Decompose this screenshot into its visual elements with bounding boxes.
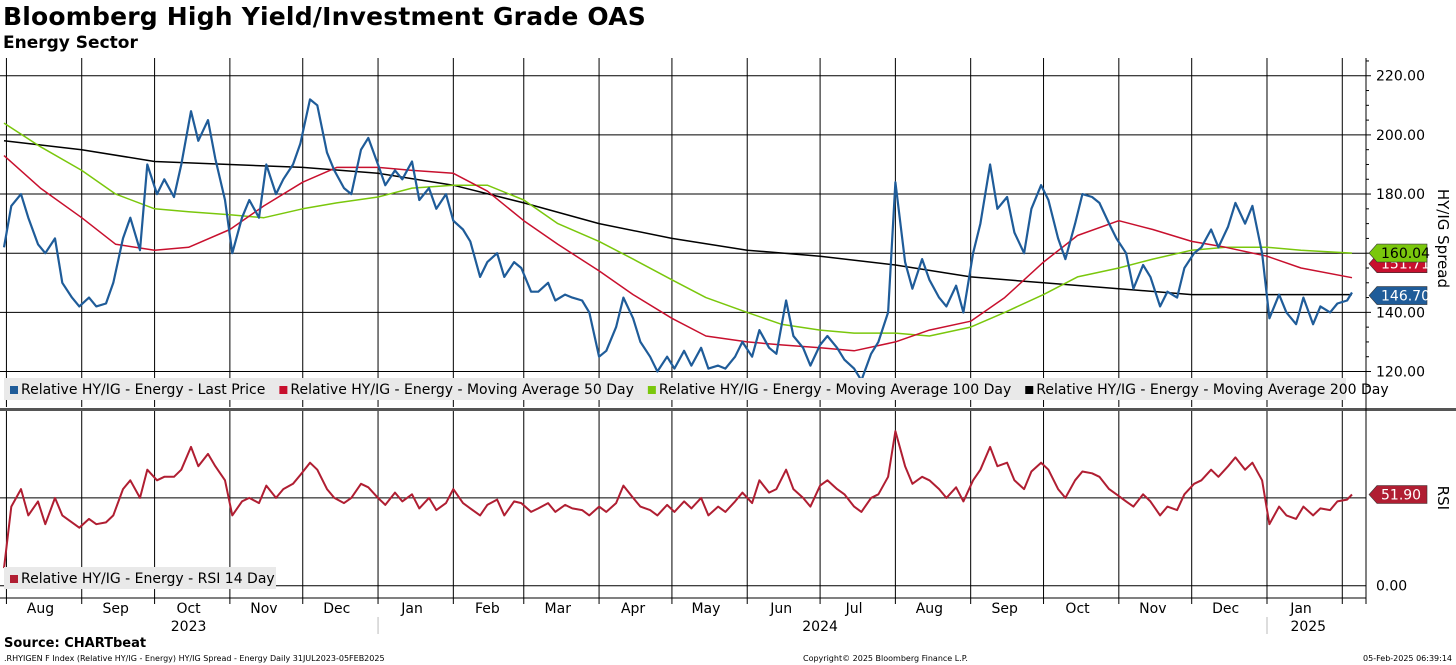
source-label: Source: CHARTbeat: [4, 636, 147, 651]
x-month-label: May: [691, 601, 720, 617]
value-tag-rsi: 51.90: [1368, 485, 1428, 504]
y-tick-label: 200.00: [1376, 128, 1425, 144]
legend-label: Relative HY/IG - Energy - Moving Average…: [659, 382, 1011, 398]
x-month-label: Nov: [250, 601, 277, 617]
x-month-label: Jan: [1289, 601, 1312, 617]
x-month-label: Sep: [103, 601, 130, 617]
x-month-label: Oct: [1065, 601, 1090, 617]
panel-separator: [0, 408, 1456, 411]
series-line-ma100: [3, 122, 1353, 337]
legend-label: Relative HY/IG - Energy - Moving Average…: [290, 382, 633, 398]
series-line-last-price: [2, 98, 1353, 382]
chart-title: Bloomberg High Yield/Investment Grade OA…: [3, 2, 646, 31]
x-year-label: 2025: [1290, 619, 1326, 635]
chart-subtitle: Energy Sector: [3, 33, 138, 53]
x-month-label: Jun: [769, 601, 792, 617]
legend-background: [4, 378, 1346, 400]
value-tag-ma100: 160.04: [1368, 243, 1430, 263]
x-month-label: Apr: [621, 601, 645, 617]
y-axis-title-lower: RSI: [1434, 486, 1452, 510]
copyright-footnote: Copyright© 2025 Bloomberg Finance L.P.: [803, 654, 968, 663]
y-tick-label: 140.00: [1376, 305, 1425, 321]
series-line-rsi: [3, 430, 1353, 569]
legend-label: Relative HY/IG - Energy - RSI 14 Day: [21, 571, 275, 587]
x-month-label: Jul: [845, 601, 863, 617]
x-month-label: Dec: [1212, 601, 1239, 617]
x-month-label: Nov: [1139, 601, 1166, 617]
legend-swatch: [1025, 386, 1034, 394]
x-month-label: Aug: [916, 601, 943, 617]
x-month-label: Sep: [991, 601, 1018, 617]
legend-swatch: [647, 386, 656, 394]
x-month-label: Jan: [400, 601, 423, 617]
timestamp-footnote: 05-Feb-2025 06:39:14: [1363, 654, 1452, 663]
y-tick-label: 220.00: [1376, 69, 1425, 85]
lower-series-group: [3, 430, 1353, 569]
lower-legend: Relative HY/IG - Energy - RSI 14 Day: [4, 567, 276, 589]
legend-swatch: [10, 386, 18, 394]
ticker-footnote: .RHYIGEN F Index (Relative HY/IG - Energ…: [4, 654, 385, 663]
lower-grid: [0, 410, 1366, 598]
series-line-ma200: [3, 140, 1352, 296]
y-tick-label: 120.00: [1376, 365, 1425, 381]
y-tick-label: 180.00: [1376, 187, 1425, 203]
y-axis-title-upper: HY/IG Spread: [1434, 189, 1452, 288]
x-month-label: Mar: [545, 601, 572, 617]
x-month-label: Dec: [323, 601, 350, 617]
legend-background: [4, 567, 276, 589]
x-year-label: 2024: [802, 619, 838, 635]
legend-swatch: [279, 386, 288, 394]
value-tag-text: 51.90: [1381, 488, 1421, 504]
x-year-label: 2023: [171, 619, 207, 635]
x-month-label: Feb: [475, 601, 500, 617]
upper-legend: Relative HY/IG - Energy - Last Price Rela…: [4, 378, 1389, 400]
legend-label: Relative HY/IG - Energy - Moving Average…: [1036, 382, 1388, 398]
x-month-label: Oct: [176, 601, 201, 617]
value-tag-text: 146.70: [1381, 289, 1430, 305]
upper-series-group: [2, 98, 1353, 382]
legend-swatch: [10, 575, 18, 583]
legend-label: Relative HY/IG - Energy - Last Price: [21, 382, 265, 398]
value-tag-last-price: 146.70: [1368, 286, 1430, 305]
x-month-label: Aug: [27, 601, 54, 617]
value-tag-text: 160.04: [1381, 246, 1430, 262]
axes-group: 220.00200.00180.00160.00140.00120.000.00…: [0, 58, 1456, 635]
y-tick-label: 0.00: [1376, 579, 1407, 595]
